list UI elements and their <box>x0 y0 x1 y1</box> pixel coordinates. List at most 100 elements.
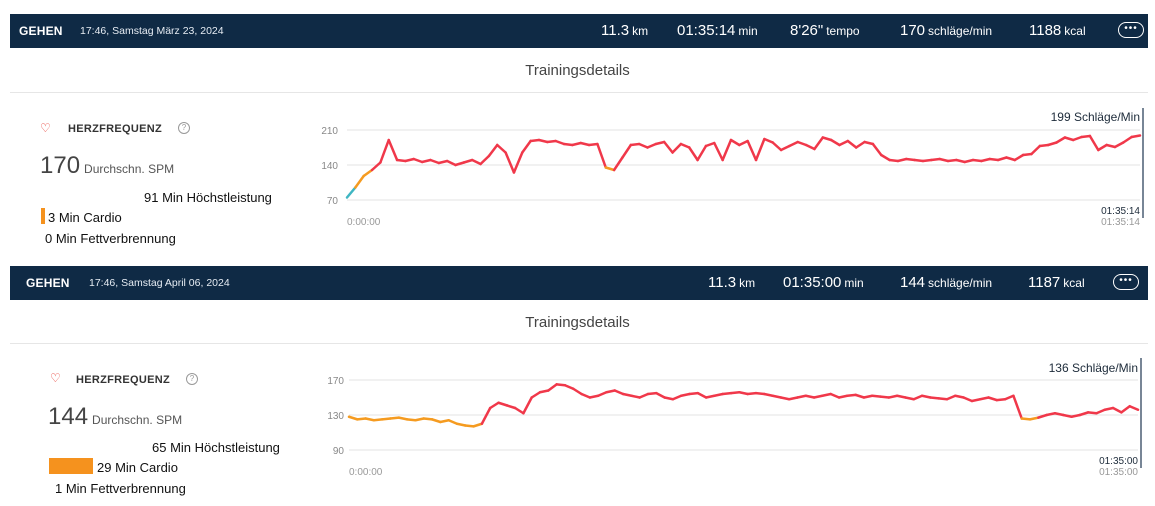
heart-rate-line-segment <box>596 391 608 397</box>
zone-fatburn: 0 Min Fettverbrennung <box>45 231 176 246</box>
heart-rate-line-segment <box>920 394 932 399</box>
heart-rate-line-segment <box>671 142 683 154</box>
heart-rate-line-segment <box>638 392 650 399</box>
heart-rate-line-segment <box>904 396 916 401</box>
heart-rate-line-segment <box>729 138 741 147</box>
cursor-value-label: 199 Schläge/Min <box>1051 110 1140 124</box>
heart-rate-line-segment <box>788 140 800 148</box>
heart-rate-line-segment <box>1055 136 1067 144</box>
more-options-icon[interactable]: ••• <box>1113 274 1139 290</box>
heart-rate-line-segment <box>804 394 816 399</box>
heart-rate-line-segment <box>996 156 1008 162</box>
heart-rate-line-segment <box>1046 141 1058 147</box>
workout-datetime: 17:46, Samstag März 23, 2024 <box>80 25 224 37</box>
heart-rate-line-segment <box>771 394 783 399</box>
y-tick-label: 90 <box>333 446 345 457</box>
heart-rate-line-segment <box>1020 417 1032 421</box>
heart-rate-line-segment <box>1030 144 1042 156</box>
heart-rate-line-segment <box>404 157 416 163</box>
heart-rate-line-segment <box>605 389 617 394</box>
heart-rate-line-segment <box>929 396 940 400</box>
info-icon[interactable]: ? <box>186 373 198 385</box>
heart-rate-line-segment <box>870 394 882 398</box>
more-options-icon[interactable]: ••• <box>1118 22 1144 38</box>
heart-rate-line-segment <box>662 140 674 154</box>
heart-rate-line-segment <box>846 393 857 397</box>
heart-rate-line-segment <box>879 153 891 162</box>
heart-rate-line-segment <box>679 392 691 397</box>
heart-rate-line-segment <box>387 138 399 162</box>
heart-rate-line-segment <box>488 401 500 410</box>
heart-rate-line-segment <box>1045 412 1057 417</box>
heart-rate-line-segment <box>779 144 791 152</box>
heart-rate-line-segment <box>379 138 390 164</box>
divider <box>10 343 1148 344</box>
heart-rate-line-segment <box>596 142 608 169</box>
heart-rate-line-segment <box>621 392 633 397</box>
heart-rate-line-segment <box>887 394 899 399</box>
heart-rate-line-segment <box>547 383 558 392</box>
heart-rate-line-segment <box>1130 134 1142 139</box>
heart-rate-line-segment <box>604 166 616 172</box>
heart-rate-line-segment <box>962 396 974 403</box>
heart-rate-line-segment <box>579 141 591 147</box>
heart-rate-line-segment <box>704 394 716 399</box>
heart-rate-line-segment <box>537 138 549 144</box>
zone-cardio-bar <box>49 458 93 474</box>
zone-cardio-bar <box>41 208 45 224</box>
heart-rate-line-segment <box>829 392 841 399</box>
zone-cardio: 29 Min Cardio <box>97 460 178 475</box>
heart-rate-line-segment <box>971 158 983 163</box>
heart-rate-line-segment <box>896 157 908 163</box>
heart-rate-line-segment <box>562 142 574 147</box>
heart-rate-line-segment <box>821 392 832 397</box>
heart-rate-line-segment <box>995 398 1007 402</box>
stat-duration: 01:35:14 min <box>677 22 758 39</box>
heart-rate-line-segment <box>812 394 824 399</box>
activity-type: GEHEN <box>26 276 70 290</box>
heart-rate-line-segment <box>479 154 491 166</box>
y-tick-label: 170 <box>327 376 344 387</box>
heart-rate-line-segment <box>721 391 733 396</box>
heart-rate-line-segment <box>454 161 466 167</box>
heart-rate-line-segment <box>946 158 958 163</box>
heart-rate-line-segment <box>1012 394 1023 420</box>
x-start-label: 0:00:00 <box>347 217 381 228</box>
heart-rate-line-segment <box>464 424 475 428</box>
heart-rate-line-segment <box>913 158 925 163</box>
heart-rate-line-segment <box>430 418 442 424</box>
heart-rate-line-segment <box>679 142 691 149</box>
workout-header[interactable]: GEHEN 17:46, Samstag April 06, 2024 11.3… <box>10 266 1148 300</box>
heart-rate-line-segment <box>420 158 432 164</box>
divider <box>10 92 1148 93</box>
heart-rate-line-segment <box>612 156 624 172</box>
heart-rate-line-segment <box>538 389 550 394</box>
heart-rate-line-segment <box>970 398 982 403</box>
heart-rate-line-segment <box>1122 135 1133 144</box>
heart-rate-line-segment <box>813 136 825 151</box>
heart-rate-line-segment <box>1037 413 1048 419</box>
heart-rate-line-segment <box>370 161 382 172</box>
heart-rate-line-segment <box>713 392 724 397</box>
stat-heart-rate: 170 schläge/min <box>900 22 993 39</box>
heart-rate-line-segment <box>1005 156 1017 162</box>
heart-rate-line-segment <box>696 144 708 162</box>
heart-rate-line-segment <box>713 141 724 162</box>
cursor-time-label: 01:35:14 <box>1101 206 1140 217</box>
heart-rate-line-segment <box>521 139 532 154</box>
x-end-label: 01:35:00 <box>1099 467 1138 478</box>
heart-rate-line-segment <box>447 419 459 425</box>
heart-rate-line-segment <box>980 157 991 163</box>
y-tick-label: 130 <box>327 411 344 422</box>
info-icon[interactable]: ? <box>178 122 190 134</box>
heart-rate-line-segment <box>439 419 450 424</box>
heart-rate-line-segment <box>522 396 533 415</box>
heart-rate-line-segment <box>1128 405 1140 411</box>
zone-peak: 91 Min Höchstleistung <box>144 190 272 205</box>
x-end-label: 01:35:14 <box>1101 217 1140 228</box>
workout-header[interactable]: GEHEN 17:46, Samstag März 23, 2024 11.3 k… <box>10 14 1148 48</box>
heart-rate-line-segment <box>963 158 975 164</box>
heart-rate-line-segment <box>455 422 467 427</box>
